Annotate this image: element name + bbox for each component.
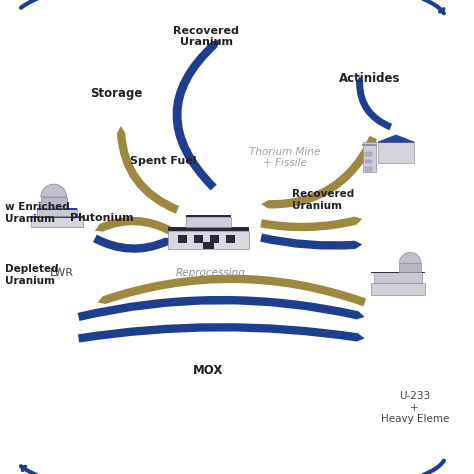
FancyArrowPatch shape xyxy=(78,323,365,343)
FancyArrowPatch shape xyxy=(98,274,366,306)
Wedge shape xyxy=(41,184,66,197)
Text: Plutonium: Plutonium xyxy=(70,213,134,223)
FancyArrowPatch shape xyxy=(356,76,392,130)
Bar xyxy=(365,160,372,164)
Polygon shape xyxy=(378,135,414,142)
Bar xyxy=(203,242,214,249)
Bar xyxy=(378,142,414,163)
FancyArrowPatch shape xyxy=(117,126,179,214)
Bar xyxy=(227,235,235,243)
Bar xyxy=(178,235,187,243)
FancyArrowPatch shape xyxy=(260,234,362,250)
Text: MOX: MOX xyxy=(193,364,224,377)
Bar xyxy=(194,235,203,243)
Text: LWR: LWR xyxy=(50,268,73,278)
Text: Thorium Mine
+ Fissile: Thorium Mine + Fissile xyxy=(249,146,320,168)
Bar xyxy=(371,283,425,295)
Bar xyxy=(365,152,372,156)
Text: Recovered
Uranium: Recovered Uranium xyxy=(173,26,239,47)
Bar xyxy=(37,209,77,210)
Text: Depleted
Uranium: Depleted Uranium xyxy=(5,264,58,286)
Text: Actinides: Actinides xyxy=(339,73,401,85)
Bar xyxy=(31,216,83,218)
Bar xyxy=(41,197,66,208)
Bar xyxy=(363,142,376,173)
Bar xyxy=(186,218,231,227)
Bar xyxy=(371,272,425,273)
Text: U-233
+
Heavy Eleme: U-233 + Heavy Eleme xyxy=(381,391,449,424)
Text: Storage: Storage xyxy=(90,87,142,100)
Bar xyxy=(31,216,83,227)
FancyArrowPatch shape xyxy=(95,217,173,235)
Bar xyxy=(365,167,372,171)
Wedge shape xyxy=(399,252,421,263)
FancyArrowPatch shape xyxy=(260,217,362,231)
FancyArrowPatch shape xyxy=(173,40,220,191)
FancyArrowPatch shape xyxy=(78,296,365,321)
Text: Spent Fuel: Spent Fuel xyxy=(130,156,197,166)
Bar xyxy=(168,231,249,249)
FancyArrowPatch shape xyxy=(93,235,173,253)
Text: Recovered
Uranium: Recovered Uranium xyxy=(292,189,354,211)
Bar xyxy=(399,263,421,272)
Bar xyxy=(168,227,249,231)
Text: w Enriched
Uranium: w Enriched Uranium xyxy=(5,202,70,224)
Bar xyxy=(374,272,422,283)
Bar xyxy=(186,215,231,218)
Bar xyxy=(362,144,377,146)
FancyArrowPatch shape xyxy=(261,136,377,209)
Text: Reprocessing: Reprocessing xyxy=(176,268,246,278)
Bar xyxy=(37,208,77,216)
Bar xyxy=(210,235,219,243)
